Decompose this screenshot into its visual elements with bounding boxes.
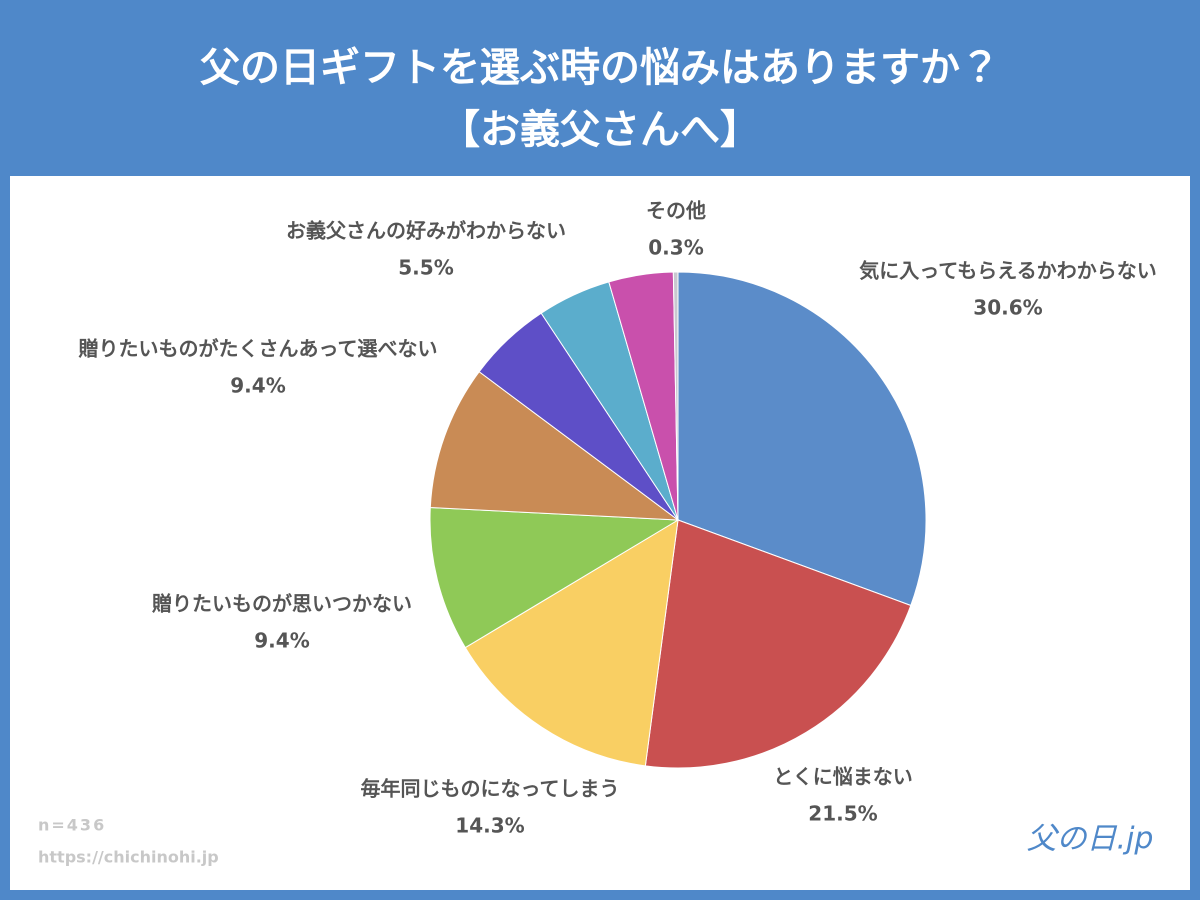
slice-value: 9.4% bbox=[254, 629, 309, 653]
slice-value: 0.3% bbox=[648, 236, 703, 260]
slice-label: 贈りたいものが思いつかない bbox=[152, 592, 412, 616]
pie-slice bbox=[464, 519, 679, 767]
slice-value: 14.3% bbox=[455, 814, 524, 838]
pie-slice bbox=[672, 271, 679, 521]
slice-label: 贈りたいものがたくさんあって選べない bbox=[79, 337, 438, 361]
source-url: https://chichinohi.jp bbox=[38, 848, 219, 867]
pie-slice bbox=[429, 507, 680, 649]
slice-label: その他 bbox=[646, 199, 706, 223]
slice-value: 9.4% bbox=[230, 374, 285, 398]
sample-size: n=436 bbox=[38, 816, 106, 835]
pie-slice bbox=[677, 271, 927, 607]
slice-label: 気に入ってもらえるかわからない bbox=[859, 259, 1156, 283]
pie-slice bbox=[429, 371, 680, 521]
slice-value: 30.6% bbox=[973, 296, 1042, 320]
slice-label: とくに悩まない bbox=[773, 765, 912, 789]
slice-label: お義父さんの好みがわからない bbox=[286, 219, 566, 243]
chart-subtitle: 【お義父さんへ】 bbox=[440, 107, 760, 153]
slice-value: 21.5% bbox=[808, 802, 877, 826]
slice-value: 5.5% bbox=[398, 256, 453, 280]
slice-label: 毎年同じものになってしまう bbox=[361, 777, 620, 801]
pie-slice bbox=[644, 519, 912, 769]
chart-title: 父の日ギフトを選ぶ時の悩みはありますか？ bbox=[200, 45, 1000, 91]
logo: 父の日.jp bbox=[1027, 822, 1154, 857]
